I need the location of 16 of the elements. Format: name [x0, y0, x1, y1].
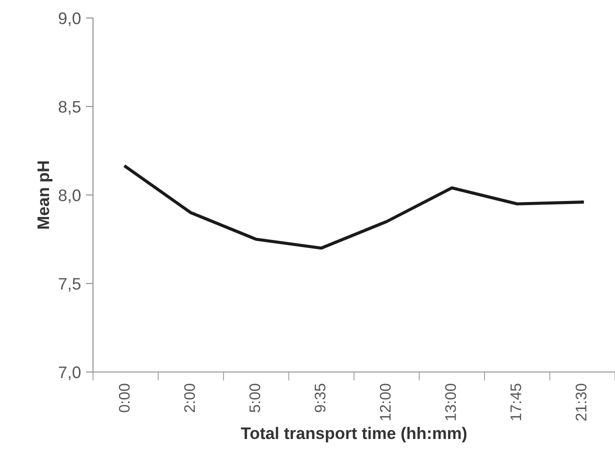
x-tick-label: 13:00: [445, 384, 456, 420]
y-axis-title: Mean pH: [38, 161, 52, 229]
y-tick-label: 8,0: [58, 189, 81, 204]
y-tick-label: 9,0: [58, 12, 81, 26]
line-series: [124, 165, 584, 250]
x-tick-label: 5:00: [249, 384, 260, 412]
x-tick-label: 9:35: [314, 384, 326, 412]
x-tick-label: 0:00: [118, 384, 130, 412]
x-tick-label: 2:00: [184, 384, 195, 412]
y-tick-label: 7,0: [58, 366, 81, 380]
x-axis-title: Total transport time (hh:mm): [240, 426, 466, 442]
x-tick-label: 12:00: [380, 384, 391, 420]
y-tick-label: 8,5: [58, 100, 80, 115]
y-tick-label: 7,5: [58, 278, 80, 292]
x-tick-label: 17:45: [510, 384, 522, 420]
x-tick-label: 21:30: [576, 384, 586, 421]
